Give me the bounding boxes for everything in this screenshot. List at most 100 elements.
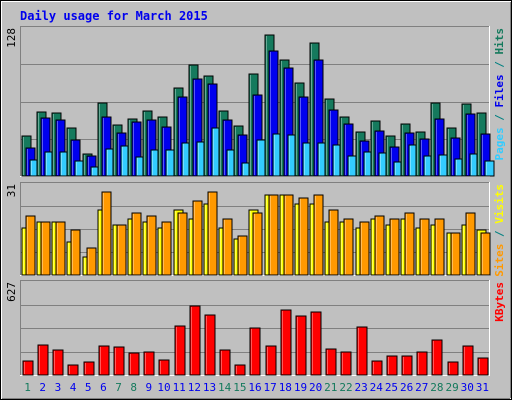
bar-pages-day-31 [484,160,495,177]
bar-kbytes-day-27 [416,351,428,376]
bar-kbytes-day-10-fill [158,359,170,376]
bar-sites-day-16-fill [252,212,263,276]
bar-sites-day-8-fill [131,212,142,276]
bar-kbytes-day-18 [280,309,292,376]
bar-sites-day-30 [465,212,476,276]
bar-sites-day-1-fill [25,215,36,276]
x-tick-label-day-10: 10 [157,381,170,394]
bar-kbytes-day-4-fill [67,364,79,376]
bar-kbytes-day-9 [143,351,155,376]
bar-kbytes-day-12-fill [189,305,201,376]
chart-title: Daily usage for March 2015 [20,9,208,23]
bar-sites-day-30-fill [465,212,476,276]
bar-sites-day-14 [222,218,233,276]
bar-sites-day-27-fill [419,218,430,276]
legend-middle-part-0: Sites [493,244,506,277]
bar-sites-day-29-fill [450,232,461,276]
legend-label-top: Pages / Files / Hits [493,28,506,161]
x-tick-label-day-18: 18 [279,381,292,394]
x-tick-label-day-19: 19 [294,381,307,394]
bar-sites-day-12 [192,200,203,276]
bar-sites-day-11-fill [177,212,188,276]
panel-bottom: 627 [5,280,490,376]
panel-middle: 31 [5,182,491,276]
bar-sites-day-20 [313,194,324,276]
bar-pages-day-31-fill [484,160,495,177]
bar-kbytes-day-1 [22,360,34,376]
bar-kbytes-day-8-fill [128,352,140,376]
x-tick-label-day-4: 4 [70,381,77,394]
x-tick-label-day-13: 13 [203,381,216,394]
bar-kbytes-day-18-fill [280,309,292,376]
bar-sites-day-29 [450,232,461,276]
bar-kbytes-day-15 [234,364,246,376]
bar-sites-day-21 [328,209,339,276]
bar-sites-day-31-fill [480,232,491,276]
bar-kbytes-day-11-fill [174,325,186,376]
x-tick-label-day-22: 22 [339,381,352,394]
legend-bottom-part-0: KBytes [493,282,506,322]
x-tick-label-day-24: 24 [370,381,384,394]
bar-sites-day-17-fill [268,194,279,276]
bar-sites-day-26 [404,212,415,276]
bar-kbytes-day-22 [340,351,352,376]
x-tick-label-day-29: 29 [445,381,458,394]
bar-kbytes-day-6 [98,345,110,376]
x-tick-label-day-23: 23 [355,381,368,394]
bar-kbytes-day-3 [52,349,64,376]
bar-sites-day-12-fill [192,200,203,276]
bar-sites-day-28-fill [434,218,445,276]
bar-kbytes-day-29 [447,361,459,376]
x-tick-label-day-7: 7 [115,381,122,394]
x-tick-label-day-3: 3 [55,381,62,394]
bar-kbytes-day-28 [431,339,443,376]
bar-sites-day-19 [298,197,309,276]
bar-kbytes-day-5-fill [83,361,95,376]
bar-sites-day-27 [419,218,430,276]
legend-label-bottom: KBytes [493,282,506,322]
bar-sites-day-6-fill [101,191,112,276]
bar-sites-day-1 [25,215,36,276]
bar-sites-day-4-fill [70,229,81,276]
bar-sites-day-25-fill [389,218,400,276]
bar-kbytes-day-27-fill [416,351,428,376]
x-tick-label-day-26: 26 [400,381,413,394]
bar-sites-day-5 [86,247,97,276]
x-tick-label-day-14: 14 [218,381,232,394]
x-tick-label-day-2: 2 [39,381,46,394]
bar-kbytes-day-4 [67,364,79,376]
bar-kbytes-day-8 [128,352,140,376]
x-axis-labels: 1 2 3 4 5 6 7 8 9 10 11 12 13 14 15 16 17 18 19 20 21 22 23 24 2… [24,381,489,394]
chart-panels: 128 31 627 [5,26,495,376]
bar-kbytes-day-26 [401,355,413,376]
bar-kbytes-day-23 [356,326,368,376]
x-tick-label-day-28: 28 [430,381,443,394]
bar-sites-day-15-fill [237,235,248,276]
bar-kbytes-day-5 [83,361,95,376]
x-tick-label-day-8: 8 [130,381,137,394]
legend-label-middle: Sites / Visits [493,184,506,277]
legend-top-part-1: / [493,108,506,128]
bar-sites-day-2 [40,221,51,276]
bar-sites-day-22-fill [343,218,354,276]
bar-sites-day-8 [131,212,142,276]
bar-kbytes-day-17-fill [265,345,277,376]
panel-top: 128 [5,26,495,177]
bar-kbytes-day-31-fill [477,357,489,376]
bar-sites-day-18 [283,194,294,276]
bar-kbytes-day-21-fill [325,348,337,376]
x-tick-label-day-9: 9 [146,381,153,394]
legend-top-part-2: Files [493,74,506,107]
right-legend-labels: Pages / Files / Hits Sites / Visits KBytes [493,28,506,322]
bar-kbytes-day-31 [477,357,489,376]
bar-sites-day-5-fill [86,247,97,276]
bar-kbytes-day-9-fill [143,351,155,376]
bar-kbytes-day-19-fill [295,315,307,376]
bar-kbytes-day-28-fill [431,339,443,376]
legend-top-part-0: Pages [493,127,506,160]
bar-kbytes-day-23-fill [356,326,368,376]
bar-sites-day-17 [268,194,279,276]
bar-kbytes-day-13 [204,314,216,376]
bar-sites-day-15 [237,235,248,276]
bar-kbytes-day-14 [219,349,231,376]
